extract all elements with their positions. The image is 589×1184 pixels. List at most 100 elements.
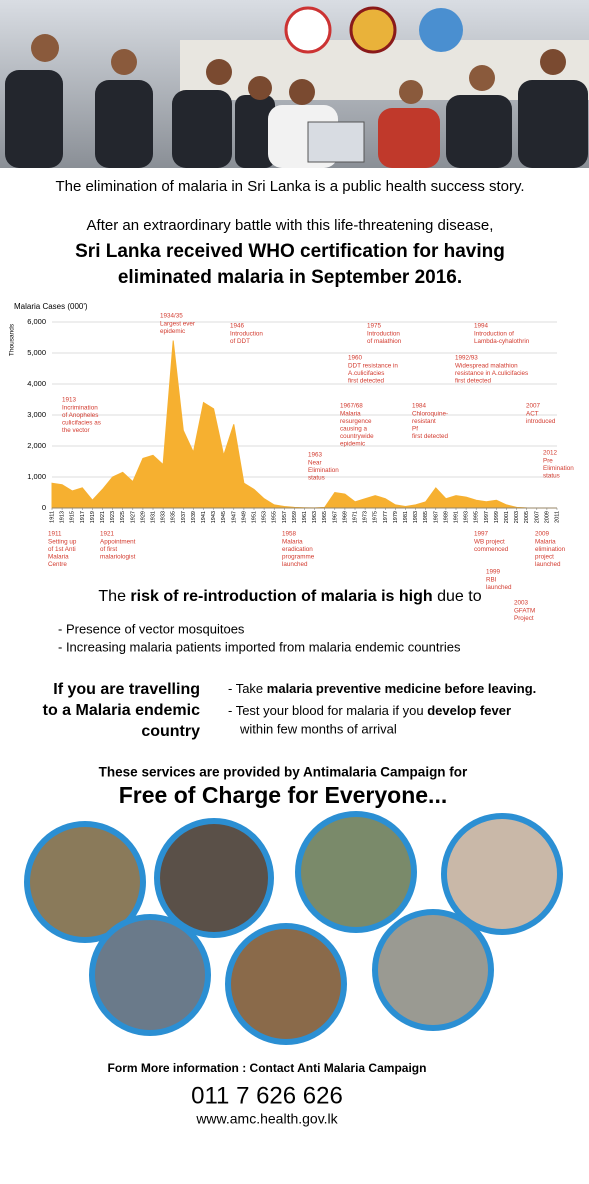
annotation: epidemic — [160, 328, 185, 335]
x-tick-label: 2007 — [534, 511, 540, 523]
annotation: first detected — [455, 377, 492, 384]
annotation: 1984 — [412, 403, 427, 410]
chart-title: Malaria Cases (000') — [14, 302, 88, 311]
y-tick-label: 1,000 — [27, 472, 46, 481]
activity-photos — [24, 811, 563, 1045]
annotation: ACT — [526, 410, 539, 417]
annotation: Introduction — [367, 330, 400, 337]
x-tick-label: 1927 — [130, 511, 136, 523]
x-tick-label: 1997 — [484, 511, 490, 523]
annotation: Elimination — [308, 467, 339, 474]
annotation: causing a — [340, 425, 367, 432]
x-tick-label: 1925 — [120, 511, 126, 523]
y-tick-label: 2,000 — [27, 441, 46, 450]
x-tick-label: 2003 — [514, 511, 520, 523]
bullet: - Increasing malaria patients imported f… — [58, 639, 461, 654]
text: risk of re-introduction of malaria is hi… — [130, 588, 432, 605]
annotation: resistant — [412, 418, 436, 425]
phone: 011 7 626 626 — [191, 1082, 343, 1109]
y-axis-label: Thousands — [9, 323, 16, 356]
x-tick-label: 1935 — [171, 511, 177, 523]
x-tick-label: 2001 — [504, 511, 510, 523]
annotation: Project — [514, 615, 534, 622]
x-tick-label: 1939 — [191, 511, 197, 523]
x-tick-label: 1993 — [464, 511, 470, 523]
y-tick-label: 4,000 — [27, 379, 46, 388]
x-tick-label: 1949 — [241, 511, 247, 523]
annotation: Pre — [543, 457, 553, 464]
x-tick-label: 1999 — [494, 511, 500, 523]
annotation: A.culicifacies — [348, 370, 384, 377]
x-tick-label: 1937 — [181, 511, 187, 523]
annotation: 1994 — [474, 323, 489, 330]
annotation: 1967/68 — [340, 403, 363, 410]
annotation: 2009 — [535, 531, 550, 538]
travel-left: If you are travelling — [53, 681, 200, 698]
x-tick-label: 1933 — [161, 511, 167, 523]
annotation: resurgence — [340, 418, 372, 425]
annotation: introduced — [526, 418, 556, 425]
x-tick-label: 1917 — [80, 511, 86, 523]
annotation: of 1st Anti — [48, 546, 76, 553]
annotation: 2007 — [526, 403, 541, 410]
x-tick-label: 1975 — [373, 511, 379, 523]
y-tick-label: 6,000 — [27, 317, 46, 326]
x-tick-label: 1979 — [393, 511, 399, 523]
x-tick-label: 1923 — [110, 511, 116, 523]
annotation: first detected — [412, 433, 449, 440]
annotation: DDT resistance in — [348, 362, 398, 369]
text: malaria preventive medicine before leavi… — [267, 681, 537, 696]
annotation: 1934/35 — [160, 313, 183, 320]
text: - Take — [228, 681, 267, 696]
headline: After an extraordinary battle with this … — [87, 217, 494, 234]
annotation: Near — [308, 459, 322, 466]
travel-tip: within few months of arrival — [239, 721, 397, 736]
annotation: WB project — [474, 538, 505, 545]
x-tick-label: 2005 — [524, 511, 530, 523]
travel-left: country — [141, 723, 200, 740]
annotation: epidemic — [340, 441, 365, 448]
annotation: status — [308, 474, 325, 481]
annotation: 1911 — [48, 531, 62, 538]
x-tick-label: 1945 — [221, 511, 227, 523]
x-tick-label: 2009 — [544, 511, 550, 523]
bullet: - Presence of vector mosquitoes — [58, 621, 245, 636]
annotation: 1992/93 — [455, 355, 478, 362]
annotation: of DDT — [230, 338, 250, 345]
annotation: of Anopheles — [62, 412, 98, 419]
annotation: Malaria — [282, 538, 303, 545]
annotation: 1960 — [348, 355, 363, 362]
annotation: Lambda-cyhalothrin — [474, 338, 530, 345]
annotation: 2003 — [514, 600, 529, 607]
annotation: status — [543, 472, 560, 479]
intro: The elimination of malaria in Sri Lanka … — [55, 178, 524, 195]
risk-heading: The risk of re-introduction of malaria i… — [98, 588, 481, 605]
x-tick-label: 1977 — [383, 511, 389, 523]
x-tick-label: 1963 — [312, 511, 318, 523]
annotation: Malaria — [48, 553, 69, 560]
chart: Malaria Cases (000') Thousands 0 1,000 2,0… — [9, 302, 575, 622]
x-tick-label: 1957 — [282, 511, 288, 523]
annotation: of malathion — [367, 338, 402, 345]
annotation: GFATM — [514, 607, 535, 614]
x-tick-label: 1965 — [322, 511, 328, 523]
annotation: Chloroquine- — [412, 410, 448, 417]
x-tick-label: 1929 — [140, 511, 146, 523]
annotation: RBI — [486, 576, 497, 583]
text: The — [98, 588, 130, 605]
annotation: 1958 — [282, 531, 297, 538]
annotation: 1999 — [486, 569, 501, 576]
annotation: culicifacies as — [62, 419, 101, 426]
text: - Test your blood for malaria if you — [228, 703, 427, 718]
travel-tip: - Take malaria preventive medicine befor… — [228, 681, 536, 696]
annotation: launched — [535, 561, 561, 568]
website: www.amc.health.gov.lk — [195, 1111, 338, 1127]
annotation: first detected — [348, 377, 385, 384]
x-tick-label: 1983 — [413, 511, 419, 523]
annotation: launched — [486, 584, 512, 591]
x-tick-label: 1915 — [70, 511, 76, 523]
headline: Sri Lanka received WHO certification for… — [75, 241, 505, 262]
annotation: Introduction of — [474, 330, 514, 337]
